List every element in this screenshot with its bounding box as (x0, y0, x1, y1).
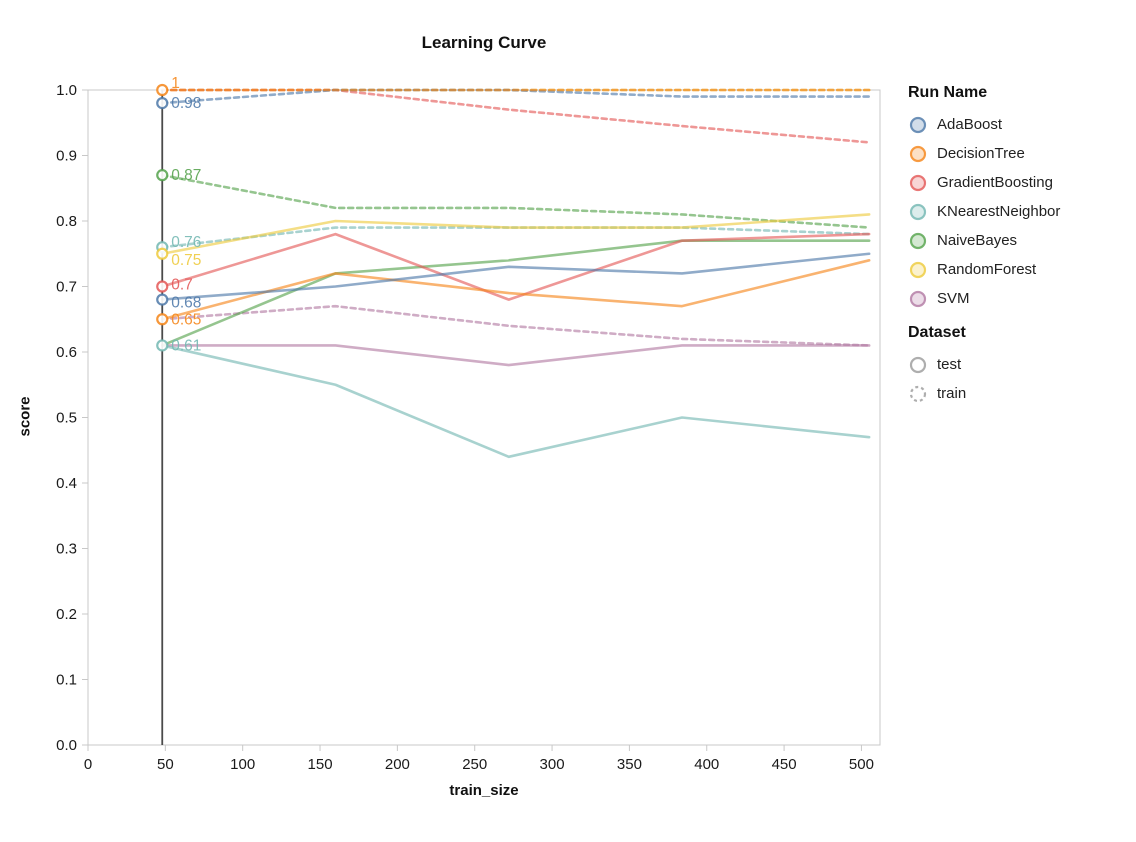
legend-item-NaiveBayes[interactable]: NaiveBayes (908, 226, 1133, 255)
legend-datasets: test train (908, 350, 1133, 408)
legend: Run Name AdaBoost DecisionTree GradientBoo… (908, 82, 1133, 408)
legend-circle-icon (909, 116, 927, 133)
legend-circle-icon (909, 261, 927, 278)
rule-value-label: 0.76 (171, 234, 201, 251)
chart-title: Learning Curve (421, 33, 547, 52)
plot-frame (87, 89, 881, 746)
y-tick-label: 1.0 (56, 82, 77, 99)
x-tick-label: 350 (617, 756, 642, 773)
y-tick-label: 0.8 (56, 213, 77, 230)
rule-value-label: 0.87 (171, 167, 201, 184)
legend-circle-icon (909, 356, 927, 373)
legend-dashed-circle-icon (909, 385, 927, 402)
y-tick-label: 0.9 (56, 148, 77, 165)
legend-item-label: GradientBoosting (937, 174, 1053, 191)
y-tick-label: 0.5 (56, 410, 77, 427)
rule-point-0.7 (156, 280, 169, 293)
legend-dataset-label: test (937, 356, 962, 373)
legend-item-label: NaiveBayes (937, 232, 1018, 249)
y-tick-label: 0.0 (56, 737, 77, 754)
line-NaiveBayes-test (160, 239, 871, 347)
line-KNearestNeighbor-test (160, 344, 871, 459)
legend-circle-icon (909, 174, 927, 191)
rule-value-label: 0.61 (171, 337, 201, 354)
legend-runs: AdaBoost DecisionTree GradientBoosting KNea… (908, 110, 1133, 313)
x-tick-label: 150 (308, 756, 333, 773)
legend-circle-icon (909, 290, 927, 307)
line-SVM-train (160, 304, 871, 347)
legend-dataset-label: train (937, 385, 967, 402)
legend-item-AdaBoost[interactable]: AdaBoost (908, 110, 1133, 139)
rule-value-label: 1 (171, 75, 180, 92)
rule-point-0.65 (156, 313, 169, 326)
line-SVM-test (160, 344, 871, 367)
x-tick-label: 300 (540, 756, 565, 773)
x-axis-title: train_size (449, 782, 519, 799)
legend-item-label: DecisionTree (937, 145, 1025, 162)
x-tick-label: 450 (772, 756, 797, 773)
y-tick-label: 0.3 (56, 541, 77, 558)
legend-item-GradientBoosting[interactable]: GradientBoosting (908, 168, 1133, 197)
y-tick-label: 0.1 (56, 672, 77, 689)
line-DecisionTree-test (160, 258, 871, 321)
x-tick-label: 50 (157, 756, 174, 773)
line-GradientBoosting-train (160, 88, 871, 144)
legend-item-label: KNearestNeighbor (937, 203, 1061, 220)
y-tick-label: 0.7 (56, 279, 77, 296)
rule-point-0.87 (156, 169, 169, 182)
line-NaiveBayes-train (160, 173, 871, 229)
x-tick-label: 0 (84, 756, 92, 773)
rule-value-label: 0.65 (171, 311, 201, 328)
rule-value-label: 0.98 (171, 95, 201, 112)
legend-item-KNearestNeighbor[interactable]: KNearestNeighbor (908, 197, 1133, 226)
rule-point-1 (156, 83, 169, 97)
legend-item-SVM[interactable]: SVM (908, 284, 1133, 313)
x-tick-label: 100 (230, 756, 255, 773)
line-GradientBoosting-test (160, 232, 871, 301)
line-AdaBoost-test (160, 252, 871, 301)
legend-item-label: AdaBoost (937, 116, 1003, 133)
legend-item-DecisionTree[interactable]: DecisionTree (908, 139, 1133, 168)
y-tick-label: 0.4 (56, 475, 77, 492)
legend-item-label: SVM (937, 290, 970, 307)
rule-value-label: 0.7 (171, 277, 193, 294)
rule-point-0.68 (156, 293, 169, 306)
y-tick-label: 0.6 (56, 344, 77, 361)
rule-point-0.61 (156, 339, 169, 352)
legend-item-RandomForest[interactable]: RandomForest (908, 255, 1133, 284)
line-RandomForest-test (160, 213, 871, 256)
legend-dataset-title: Dataset (908, 324, 966, 341)
legend-dataset-test[interactable]: test (908, 350, 1133, 379)
legend-run-name-title: Run Name (908, 84, 988, 101)
x-tick-label: 500 (849, 756, 874, 773)
legend-circle-icon (909, 203, 927, 220)
rule-value-label: 0.68 (171, 295, 201, 312)
rule-point-0.75 (156, 247, 169, 260)
x-tick-label: 200 (385, 756, 410, 773)
legend-circle-icon (909, 145, 927, 162)
y-tick-label: 0.2 (56, 606, 77, 623)
line-AdaBoost-train (160, 88, 871, 105)
x-tick-label: 400 (694, 756, 719, 773)
rule-value-label: 0.75 (171, 252, 201, 269)
legend-item-label: RandomForest (937, 261, 1037, 278)
rule-point-0.98 (156, 96, 169, 110)
legend-dataset-train[interactable]: train (908, 379, 1133, 408)
x-tick-label: 250 (462, 756, 487, 773)
legend-circle-icon (909, 232, 927, 249)
